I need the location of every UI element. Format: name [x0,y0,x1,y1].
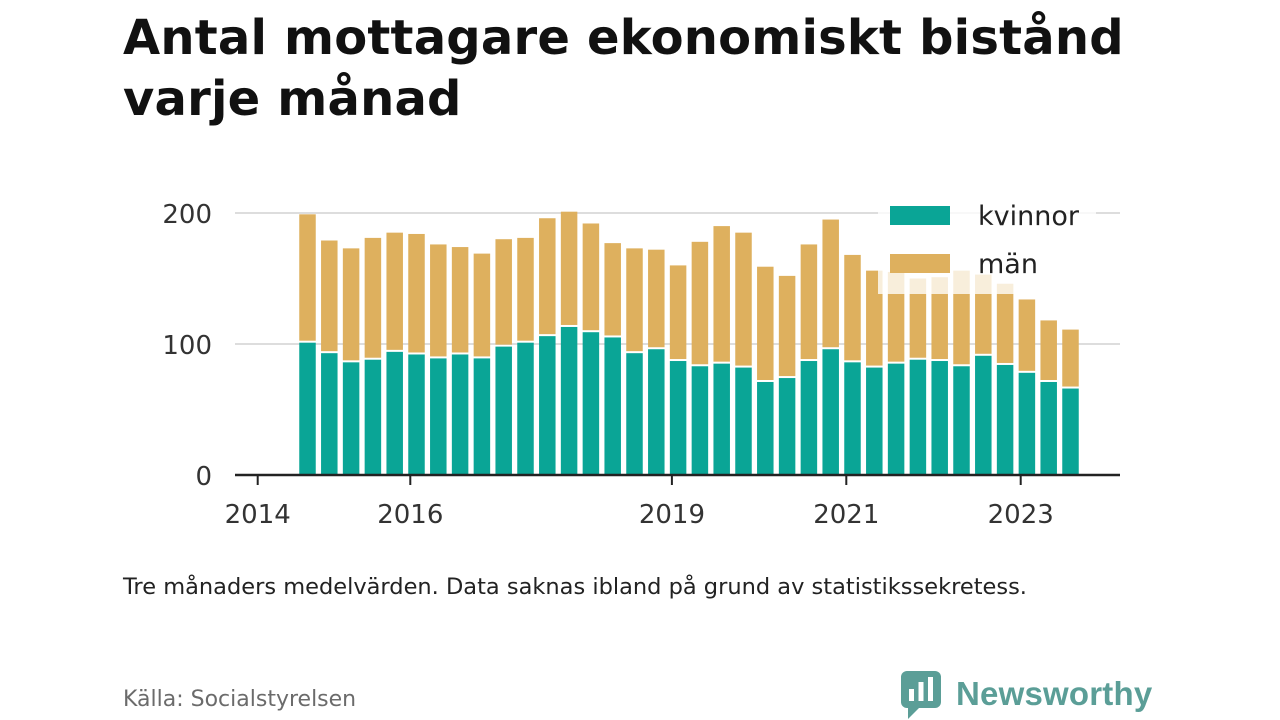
bar-kvinnor [691,366,709,475]
bar-kvinnor [539,336,556,475]
bar-kvinnor [626,353,643,475]
x-tick-label: 2023 [988,500,1054,530]
bar-man [648,249,665,348]
bar-man [582,223,600,331]
bar-kvinnor [822,349,839,475]
bar-chart: 0 100 200 2014 2016 2019 2021 2023 kvinnor män [162,198,1120,530]
x-tick-label: 2021 [813,500,879,530]
bar-man [822,219,839,348]
bar-kvinnor [975,355,992,475]
bar-man [430,244,447,357]
bar-kvinnor [996,364,1014,475]
bar-kvinnor [713,363,730,475]
newsworthy-logo-icon [901,671,941,719]
bar-kvinnor [451,354,469,475]
bar-man [1018,299,1036,371]
bar-man [844,254,861,361]
y-tick-label: 100 [162,331,212,361]
bar-man [953,270,970,365]
axes: 0 100 200 2014 2016 2019 2021 2023 [162,200,1120,530]
brand-logo[interactable]: Newsworthy [900,668,1152,720]
bar-kvinnor [757,381,774,475]
bar-kvinnor [800,361,818,475]
source-label: Källa: Socialstyrelsen [123,687,357,712]
bar-kvinnor [931,361,948,475]
bar-man [887,271,905,362]
bar-kvinnor [648,349,665,475]
bar-man [800,244,818,360]
bar-kvinnor [342,362,360,475]
bar-man [1062,329,1079,387]
y-tick-label: 200 [162,200,212,230]
chart-note: Tre månaders medelvärden. Data saknas ib… [123,574,1027,600]
bar-kvinnor [430,358,447,475]
x-tick-label: 2019 [639,500,705,530]
bar-kvinnor [778,378,796,475]
bar-man [909,278,927,358]
bar-kvinnor [364,359,382,475]
bar-man [408,233,425,353]
bar-kvinnor [1062,388,1079,475]
bar-kvinnor [844,362,861,475]
bar-man [931,277,948,360]
legend-swatch [890,254,950,273]
bar-man [778,275,796,377]
bar-man [1040,320,1057,380]
bar-kvinnor [1040,381,1057,475]
bar-kvinnor [1018,372,1036,475]
bar-kvinnor [321,353,338,475]
bar-man [669,265,687,360]
bar-man [713,226,730,362]
legend-swatch [890,206,950,225]
bar-kvinnor [473,358,491,475]
bar-kvinnor [604,337,621,475]
bar-kvinnor [408,354,425,475]
bar-man [539,218,556,335]
bar-man [321,240,338,352]
bar-kvinnor [953,366,970,475]
bar-kvinnor [866,367,883,475]
bar-kvinnor [735,367,752,475]
bar-man [866,270,883,366]
x-tick-label: 2016 [377,500,443,530]
bar-kvinnor [582,332,600,475]
bar-man [342,248,360,361]
bar-kvinnor [560,326,578,475]
bar-kvinnor [495,346,512,475]
bars [299,211,1079,475]
brand-name: Newsworthy [956,675,1153,712]
bar-man [364,237,382,358]
bar-man [975,274,992,354]
bar-man [757,266,774,380]
bar-man [495,239,512,345]
bar-man [386,232,403,350]
bar-man [735,232,752,366]
bar-man [299,214,316,341]
bar-man [996,283,1014,363]
legend-label: män [978,249,1038,280]
bar-kvinnor [517,342,534,475]
bar-man [626,248,643,352]
legend: kvinnor män [878,198,1096,294]
chart-title: Antal mottagare ekonomiskt bistånd varje… [123,10,1124,127]
bar-man [517,237,534,341]
bar-man [451,247,469,353]
bar-man [473,253,491,357]
x-tick-label: 2014 [225,500,291,530]
bar-man [691,241,709,365]
y-tick-label: 0 [195,462,212,492]
bar-kvinnor [299,342,316,475]
legend-label: kvinnor [978,201,1080,232]
bar-kvinnor [386,351,403,475]
bar-kvinnor [887,363,905,475]
bar-man [604,243,621,336]
bar-kvinnor [669,361,687,475]
bar-kvinnor [909,359,927,475]
bar-man [560,211,578,325]
